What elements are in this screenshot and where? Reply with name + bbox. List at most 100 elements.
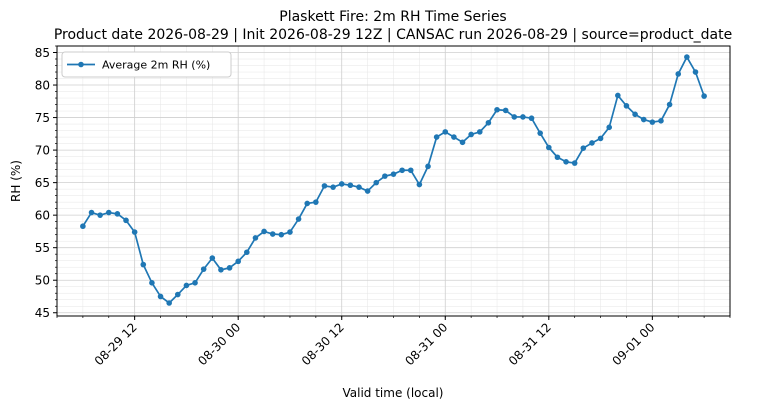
- axes: 45 50 55 60 65 70 75 80 85 08-29 12 08-30 00 08-30 …: [35, 45, 731, 368]
- data-point: [244, 249, 250, 256]
- data-point: [218, 267, 224, 273]
- data-point: [433, 134, 440, 140]
- data-point: [494, 106, 500, 113]
- grid: [56, 45, 731, 316]
- data-point: [640, 116, 647, 123]
- x-tick-label: 08-31 00: [402, 320, 450, 368]
- data-point: [140, 261, 147, 268]
- data-point: [209, 255, 216, 261]
- x-tick-label: 08-30 00: [195, 320, 243, 368]
- data-point: [425, 163, 431, 170]
- legend-label: Average 2m RH (%): [102, 59, 210, 72]
- data-point: [373, 179, 380, 186]
- data-point: [399, 167, 405, 174]
- data-point: [269, 231, 276, 237]
- data-point: [80, 223, 86, 230]
- series-layer: [80, 54, 707, 306]
- data-point: [476, 129, 483, 135]
- chart-title: Plaskett Fire: 2m RH Time Series: [279, 9, 506, 25]
- data-point: [131, 229, 138, 235]
- data-point: [407, 167, 414, 174]
- x-tick-label: 08-31 12: [506, 320, 554, 368]
- data-point: [451, 134, 457, 140]
- data-point: [589, 140, 595, 146]
- data-point: [356, 184, 362, 190]
- data-point: [701, 93, 707, 99]
- data-point: [666, 101, 673, 108]
- data-point: [554, 154, 561, 161]
- data-point: [166, 300, 172, 306]
- data-point: [606, 124, 613, 131]
- data-point: [615, 92, 621, 99]
- data-point: [313, 199, 319, 205]
- data-point: [295, 216, 302, 222]
- legend: Average 2m RH (%): [61, 51, 232, 78]
- y-tick-label: 45: [35, 306, 50, 320]
- y-tick-label: 55: [35, 241, 50, 255]
- data-point: [200, 266, 207, 272]
- data-point: [97, 212, 103, 218]
- data-point: [563, 159, 569, 165]
- data-point: [321, 183, 328, 189]
- data-point: [597, 135, 604, 142]
- y-tick-label: 85: [35, 46, 50, 60]
- data-point: [442, 129, 449, 135]
- x-tick-label: 08-29 12: [92, 320, 140, 368]
- data-point: [88, 209, 95, 216]
- y-tick-label: 75: [35, 111, 50, 125]
- data-point: [338, 181, 345, 187]
- data-point: [580, 145, 587, 151]
- data-point: [226, 265, 233, 271]
- data-point: [183, 282, 190, 289]
- data-point: [684, 54, 690, 60]
- data-point: [649, 119, 656, 125]
- data-point: [571, 160, 578, 166]
- data-point: [692, 69, 699, 75]
- data-point: [114, 211, 121, 217]
- data-point: [364, 188, 371, 194]
- data-point: [485, 119, 492, 126]
- data-point: [192, 280, 198, 286]
- data-point: [287, 229, 293, 235]
- data-point: [416, 181, 423, 188]
- x-tick-label: 09-01 00: [609, 320, 657, 368]
- data-point: [105, 209, 112, 216]
- data-point: [157, 293, 164, 300]
- data-point: [623, 103, 630, 109]
- x-tick-label: 08-30 12: [299, 320, 347, 368]
- data-point: [235, 258, 241, 265]
- data-point: [261, 228, 267, 235]
- y-tick-label: 80: [35, 79, 50, 93]
- data-point: [330, 184, 336, 190]
- x-axis-label: Valid time (local): [343, 386, 444, 400]
- data-point: [528, 115, 535, 122]
- data-point: [149, 280, 155, 286]
- data-point: [278, 231, 285, 238]
- data-point: [511, 114, 518, 120]
- data-point: [502, 107, 509, 114]
- data-point: [632, 111, 638, 118]
- data-point: [390, 171, 397, 177]
- y-tick-label: 60: [35, 209, 50, 223]
- legend-box: [61, 51, 232, 78]
- legend-point-marker: [78, 61, 84, 68]
- y-tick-label: 70: [35, 144, 50, 158]
- data-point: [468, 131, 474, 138]
- y-tick-label: 50: [35, 274, 50, 288]
- chart-subtitle: Product date 2026-08-29 | Init 2026-08-2…: [54, 27, 732, 43]
- data-point: [252, 235, 259, 241]
- y-tick-label: 65: [35, 176, 50, 190]
- data-point: [123, 217, 129, 224]
- data-point: [174, 291, 181, 298]
- data-point: [347, 182, 354, 189]
- data-point: [520, 114, 526, 120]
- data-point: [304, 200, 311, 207]
- data-point: [459, 139, 466, 146]
- data-point: [537, 130, 543, 136]
- data-point: [546, 144, 552, 151]
- data-point: [675, 71, 682, 77]
- data-point: [382, 173, 388, 179]
- y-axis-label: RH (%): [9, 160, 23, 202]
